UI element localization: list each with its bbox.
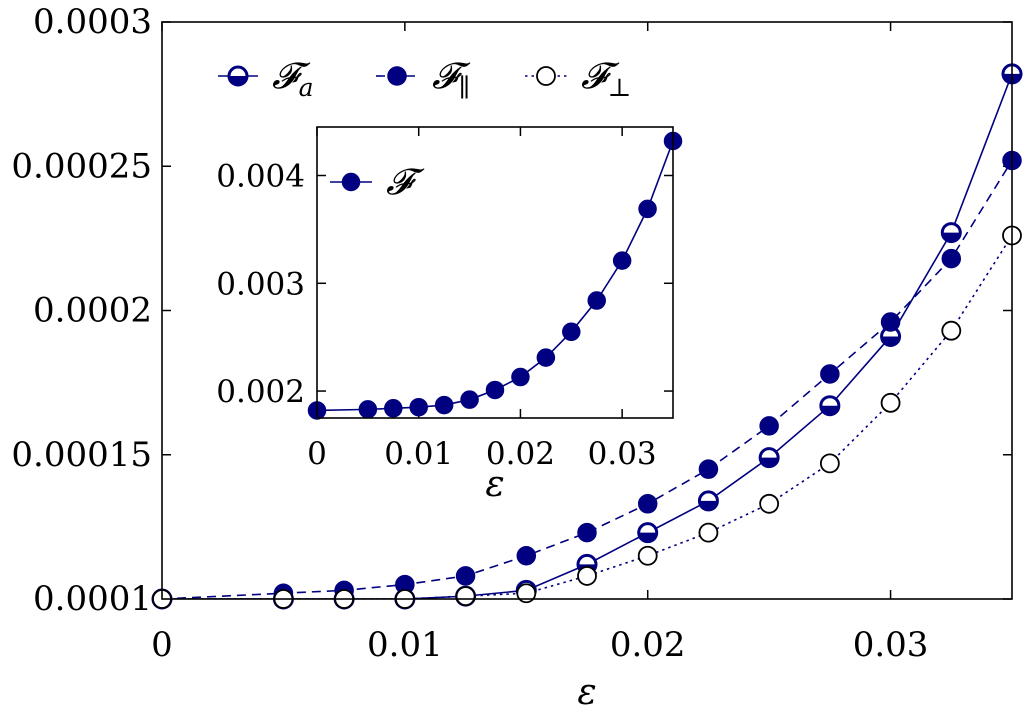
inset-background bbox=[317, 127, 673, 418]
main-series-0-point-fill bbox=[760, 457, 779, 467]
inset-x-tick-label: 0 bbox=[307, 436, 327, 472]
inset-legend-marker-0 bbox=[341, 172, 361, 192]
inset-series-0-point bbox=[536, 348, 556, 367]
main-plot-area bbox=[162, 73, 1012, 599]
main-series-0-point bbox=[940, 222, 962, 244]
inset-series-0-point bbox=[485, 380, 505, 400]
main-series-0-point bbox=[819, 395, 841, 417]
inset-x-tick-label: 0.02 bbox=[486, 436, 555, 472]
inset-series-0-point bbox=[409, 397, 428, 417]
main-series-line-2 bbox=[162, 235, 1012, 599]
main-series-1-point bbox=[820, 364, 840, 384]
main-series-0-point-fill bbox=[699, 500, 718, 510]
main-y-tick-label: 0.0002 bbox=[33, 291, 152, 331]
main-series-2-point bbox=[577, 566, 597, 586]
main-series-0-point-fill bbox=[881, 336, 900, 346]
main-series-1-point bbox=[455, 566, 476, 586]
main-series-0-point-fill bbox=[942, 232, 961, 242]
main-series-line-0 bbox=[162, 73, 1012, 599]
main-legend-label-0: 𝓕a bbox=[272, 56, 313, 102]
inset-series-0-point bbox=[511, 367, 530, 387]
inset-frame bbox=[316, 126, 674, 419]
main-x-tick-label: 0.01 bbox=[367, 625, 443, 665]
main-series-0-point bbox=[637, 522, 659, 544]
inset-series-0-point bbox=[587, 291, 606, 310]
main-x-axis-label: ε bbox=[577, 672, 596, 713]
main-legend-marker-1 bbox=[387, 66, 407, 86]
inset-x-tick-label: 0.03 bbox=[588, 436, 657, 472]
main-series-1-point bbox=[880, 312, 901, 332]
inset-y-tick-label: 0.004 bbox=[216, 159, 305, 195]
main-frame bbox=[161, 21, 1013, 600]
main-y-tick-label: 0.0003 bbox=[33, 2, 152, 42]
main-series-line-1 bbox=[162, 160, 1012, 599]
inset-series-0-point bbox=[638, 199, 657, 219]
main-series-1-point bbox=[637, 494, 658, 514]
main-series-2-point bbox=[880, 392, 901, 413]
main-series-2-point bbox=[637, 545, 658, 566]
main-series-2-point bbox=[516, 583, 537, 604]
main-series-2-point bbox=[941, 320, 962, 341]
main-legend-marker-0 bbox=[227, 65, 249, 87]
main-y-tick-label: 0.0001 bbox=[33, 579, 152, 619]
main-series-0-point-fill bbox=[638, 532, 657, 542]
main-series-1-point bbox=[516, 545, 537, 566]
main-series-0-point bbox=[697, 490, 719, 512]
inset-series-0-point bbox=[562, 322, 581, 342]
main-series-0-point-fill bbox=[820, 405, 839, 415]
main-series-1-point bbox=[698, 459, 719, 479]
inset-series-0-point bbox=[612, 251, 632, 270]
main-legend-label-2-sub: ⊥ bbox=[608, 73, 632, 102]
main-series-1-point bbox=[759, 416, 779, 436]
inset-series-0-point bbox=[434, 395, 454, 415]
main-y-tick-label: 0.00015 bbox=[11, 435, 152, 475]
main-x-tick-label: 0 bbox=[151, 625, 173, 665]
inset-x-tick-label: 0.01 bbox=[384, 436, 453, 472]
inset-y-tick-label: 0.003 bbox=[216, 266, 305, 302]
main-x-tick-label: 0.02 bbox=[610, 625, 686, 665]
inset-y-tick-label: 0.002 bbox=[216, 374, 305, 410]
main-series-2-point bbox=[819, 453, 840, 474]
main-legend-label-1: 𝓕∥ bbox=[432, 56, 471, 102]
main-series-2-point bbox=[455, 586, 476, 607]
main-y-tick-label: 0.00025 bbox=[11, 146, 152, 186]
inset-x-axis-label: ε bbox=[485, 464, 504, 505]
main-legend-marker-2 bbox=[536, 66, 556, 86]
inset-series-0-point bbox=[384, 399, 403, 418]
main-series-1-point bbox=[941, 248, 962, 269]
main-legend-label-2: 𝓕⊥ bbox=[581, 56, 631, 102]
main-legend-label-0-sub: a bbox=[299, 73, 314, 102]
main-series-2-point bbox=[759, 493, 780, 514]
inset-series-0-point bbox=[358, 400, 378, 419]
main-series-2-point bbox=[698, 522, 719, 543]
main-legend-marker-0-fill bbox=[229, 76, 247, 85]
main-x-tick-label: 0.03 bbox=[853, 625, 929, 665]
main-series-1-point bbox=[577, 522, 597, 543]
main-legend-label-1-sub: ∥ bbox=[459, 73, 471, 102]
inset-series-0-point bbox=[460, 390, 479, 409]
main-series-0-point bbox=[758, 447, 780, 469]
